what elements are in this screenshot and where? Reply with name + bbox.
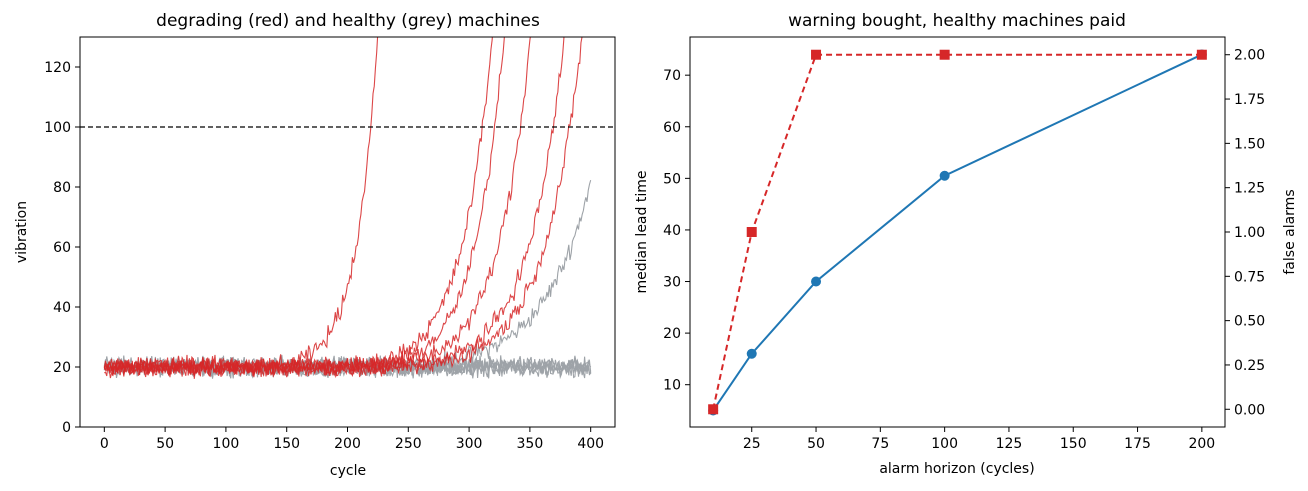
- x-tick-label: 50: [807, 436, 825, 452]
- x-tick-label: 50: [156, 436, 174, 452]
- y-tick-label: 40: [663, 223, 681, 239]
- false-alarms-point: [939, 49, 950, 60]
- x-tick-label: 0: [100, 436, 109, 452]
- vibration-chart: degrading (red) and healthy (grey) machi…: [14, 11, 616, 479]
- vibration-y-ticks: 0 20 40 60 80 100 120: [44, 60, 80, 436]
- y-tick-label: 30: [663, 275, 681, 291]
- horizon-y-ticks: 10 20 30 40 50 60 70: [663, 68, 690, 394]
- y2-tick-label: 1.75: [1234, 92, 1265, 108]
- y-tick-label: 120: [44, 60, 71, 76]
- y-tick-label: 40: [53, 300, 71, 316]
- x-tick-label: 175: [1124, 436, 1151, 452]
- y2-tick-label: 1.50: [1234, 136, 1265, 152]
- vibration-y-label: vibration: [14, 201, 30, 263]
- y-tick-label: 50: [663, 171, 681, 187]
- x-tick-label: 200: [1188, 436, 1215, 452]
- x-tick-label: 100: [931, 436, 958, 452]
- vibration-chart-title: degrading (red) and healthy (grey) machi…: [156, 11, 540, 31]
- false-alarms-point: [811, 49, 822, 60]
- false-alarms-line: [712, 53, 1202, 410]
- y2-tick-label: 1.00: [1234, 225, 1265, 241]
- y2-tick-label: 0.75: [1234, 269, 1265, 285]
- horizon-x-label: alarm horizon (cycles): [879, 461, 1034, 477]
- y-tick-label: 70: [663, 68, 681, 84]
- x-tick-label: 100: [213, 436, 240, 452]
- x-tick-label: 125: [996, 436, 1023, 452]
- horizon-x-ticks: 25 50 75 100 125 150 175 200: [743, 427, 1215, 452]
- false-alarms-point: [1196, 49, 1207, 60]
- lead-time-point: [811, 276, 822, 287]
- y-tick-label: 0: [62, 420, 71, 436]
- horizon-y2-ticks: 0.00 0.25 0.50 0.75 1.00 1.25 1.50 1.75 2.00: [1225, 48, 1265, 418]
- y2-tick-label: 0.25: [1234, 358, 1265, 374]
- horizon-chart: warning bought, healthy machines paid 25…: [634, 11, 1298, 477]
- lead-time-point: [939, 170, 950, 181]
- x-tick-label: 25: [743, 436, 761, 452]
- vibration-lines: [103, 37, 590, 380]
- x-tick-label: 150: [273, 436, 300, 452]
- vibration-x-label: cycle: [330, 463, 366, 479]
- x-tick-label: 250: [395, 436, 422, 452]
- y2-tick-label: 2.00: [1234, 48, 1265, 64]
- y2-tick-label: 0.50: [1234, 314, 1265, 330]
- x-tick-label: 75: [871, 436, 889, 452]
- horizon-lines: [708, 49, 1207, 416]
- y-tick-label: 20: [663, 326, 681, 342]
- y-tick-label: 60: [663, 120, 681, 136]
- y2-tick-label: 1.25: [1234, 181, 1265, 197]
- y-tick-label: 100: [44, 120, 71, 136]
- vibration-x-ticks: 0 50 100 150 200 250 300 350 400: [100, 427, 604, 452]
- x-tick-label: 300: [456, 436, 483, 452]
- y-tick-label: 60: [53, 240, 71, 256]
- y-tick-label: 20: [53, 360, 71, 376]
- y-tick-label: 10: [663, 378, 681, 394]
- x-tick-label: 350: [517, 436, 544, 452]
- horizon-y2-label: false alarms: [1282, 189, 1298, 274]
- lead-time-point: [746, 348, 757, 359]
- y2-tick-label: 0.00: [1234, 402, 1265, 418]
- horizon-y-label: median lead time: [634, 171, 650, 294]
- y-tick-label: 80: [53, 180, 71, 196]
- x-tick-label: 150: [1060, 436, 1087, 452]
- degrading-machine-line: [103, 37, 583, 379]
- x-tick-label: 200: [334, 436, 361, 452]
- x-tick-label: 400: [577, 436, 604, 452]
- false-alarms-point: [746, 227, 757, 237]
- horizon-chart-title: warning bought, healthy machines paid: [788, 11, 1126, 31]
- false-alarms-point: [708, 404, 719, 415]
